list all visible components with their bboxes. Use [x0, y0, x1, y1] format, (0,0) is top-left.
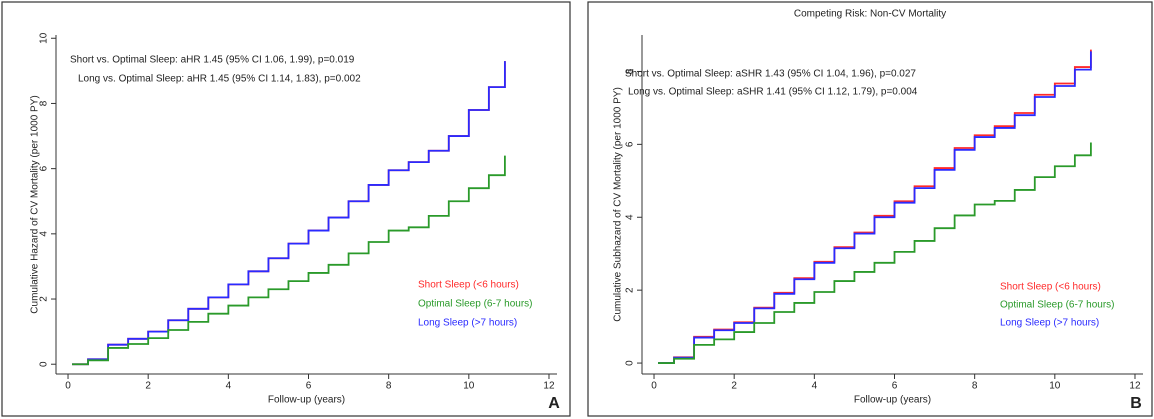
x-tick-label: 12: [1129, 381, 1141, 392]
x-tick-label: 2: [145, 381, 151, 392]
y-tick-label: 10: [39, 32, 50, 44]
x-axis-title: Follow-up (years): [854, 395, 931, 406]
y-tick-label: 8: [625, 68, 636, 74]
x-tick-label: 2: [731, 381, 737, 392]
step-line: [658, 51, 1092, 364]
y-tick-label: 2: [39, 296, 50, 302]
y-tick-label: 0: [625, 360, 636, 366]
legend-entry: Optimal Sleep (6-7 hours): [418, 299, 533, 310]
y-tick-label: 8: [39, 100, 50, 106]
y-tick-label: 6: [39, 165, 50, 171]
x-tick-label: 6: [306, 381, 312, 392]
y-axis-title: Cumulative Hazard of CV Mortality (per 1…: [30, 95, 41, 313]
panel-label: A: [548, 395, 560, 412]
x-tick-label: 10: [1049, 381, 1061, 392]
x-tick-label: 0: [651, 381, 657, 392]
x-axis-title: Follow-up (years): [268, 395, 345, 406]
y-tick-label: 4: [39, 231, 50, 237]
panel-border: [1, 1, 571, 417]
annotation: Short vs. Optimal Sleep: aHR 1.45 (95% C…: [70, 55, 355, 66]
chart-title: Competing Risk: Non-CV Mortality: [794, 9, 946, 20]
legend-entry: Short Sleep (<6 hours): [1000, 282, 1101, 293]
legend-entry: Optimal Sleep (6-7 hours): [1000, 300, 1115, 311]
legend-entry: Long Sleep (>7 hours): [1000, 318, 1099, 329]
x-tick-label: 6: [892, 381, 898, 392]
y-tick-label: 0: [39, 361, 50, 367]
step-line: [72, 61, 506, 366]
annotation: Long vs. Optimal Sleep: aSHR 1.41 (95% C…: [628, 87, 918, 98]
panel-label: B: [1130, 395, 1142, 412]
panel-border: [587, 1, 1153, 417]
legend-entry: Long Sleep (>7 hours): [418, 318, 517, 329]
x-tick-label: 0: [65, 381, 71, 392]
step-line: [72, 155, 506, 366]
x-tick-label: 4: [812, 381, 818, 392]
step-line: [658, 142, 1092, 364]
y-axis-title: Cumulative Subhazard of CV Mortality (pe…: [613, 87, 624, 322]
x-tick-label: 4: [226, 381, 232, 392]
annotation: Short vs. Optimal Sleep: aSHR 1.43 (95% …: [625, 69, 916, 80]
x-tick-label: 8: [972, 381, 978, 392]
y-tick-label: 6: [625, 141, 636, 147]
x-tick-label: 10: [463, 381, 475, 392]
annotation: Long vs. Optimal Sleep: aHR 1.45 (95% CI…: [78, 74, 361, 85]
legend-entry: Short Sleep (<6 hours): [418, 280, 519, 291]
y-tick-label: 2: [625, 287, 636, 293]
y-tick-label: 4: [625, 214, 636, 220]
x-tick-label: 8: [386, 381, 392, 392]
x-tick-label: 12: [543, 381, 555, 392]
